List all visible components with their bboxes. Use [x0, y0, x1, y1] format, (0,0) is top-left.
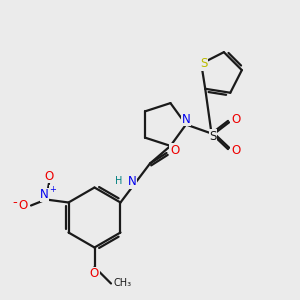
Text: N: N: [182, 112, 190, 126]
Text: N: N: [128, 175, 136, 188]
Text: O: O: [231, 144, 240, 157]
Text: CH₃: CH₃: [113, 278, 131, 289]
Text: O: O: [231, 113, 240, 126]
Text: +: +: [49, 185, 56, 194]
Text: O: O: [18, 199, 27, 212]
Text: O: O: [170, 143, 179, 157]
Text: O: O: [90, 267, 99, 280]
Text: O: O: [44, 170, 54, 183]
Text: N: N: [40, 188, 49, 202]
Text: -: -: [12, 196, 17, 209]
Text: S: S: [200, 57, 207, 70]
Text: S: S: [209, 130, 217, 143]
Text: H: H: [115, 176, 122, 187]
